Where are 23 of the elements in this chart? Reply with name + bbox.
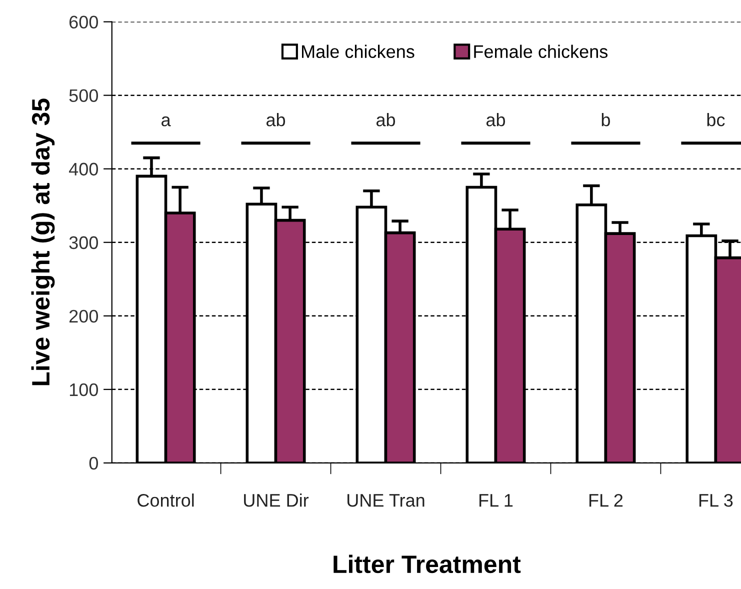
annotation: ab <box>486 113 506 126</box>
x-tick-label: FL 3 <box>699 494 733 507</box>
legend-label: Female chickens <box>474 44 608 58</box>
y-axis-title: Live weight (g) at day 35 <box>31 98 55 386</box>
y-tick-label: 200 <box>69 310 98 323</box>
y-tick-label: 100 <box>70 383 98 396</box>
y-tick-label: 400 <box>68 162 98 176</box>
y-tick-label: 600 <box>69 16 98 29</box>
y-tick-label: 300 <box>69 236 98 250</box>
x-axis-title: Litter Treatment <box>334 554 521 574</box>
annotation: b <box>602 113 610 126</box>
x-tick-label: UNE Tran <box>348 494 424 507</box>
x-tick-label: FL 1 <box>479 494 513 507</box>
y-tick-label: 500 <box>69 89 98 102</box>
x-tick-label: Control <box>138 494 194 507</box>
y-tick-label: 0 <box>89 456 98 470</box>
annotation: bc <box>707 113 725 126</box>
x-tick-label: FL 2 <box>589 494 623 507</box>
x-tick-label: UNE Dir <box>244 494 309 507</box>
annotation: ab <box>376 113 396 126</box>
annotation: a <box>162 116 171 126</box>
legend-label: Male chickens <box>302 44 414 58</box>
annotation: ab <box>266 113 286 126</box>
